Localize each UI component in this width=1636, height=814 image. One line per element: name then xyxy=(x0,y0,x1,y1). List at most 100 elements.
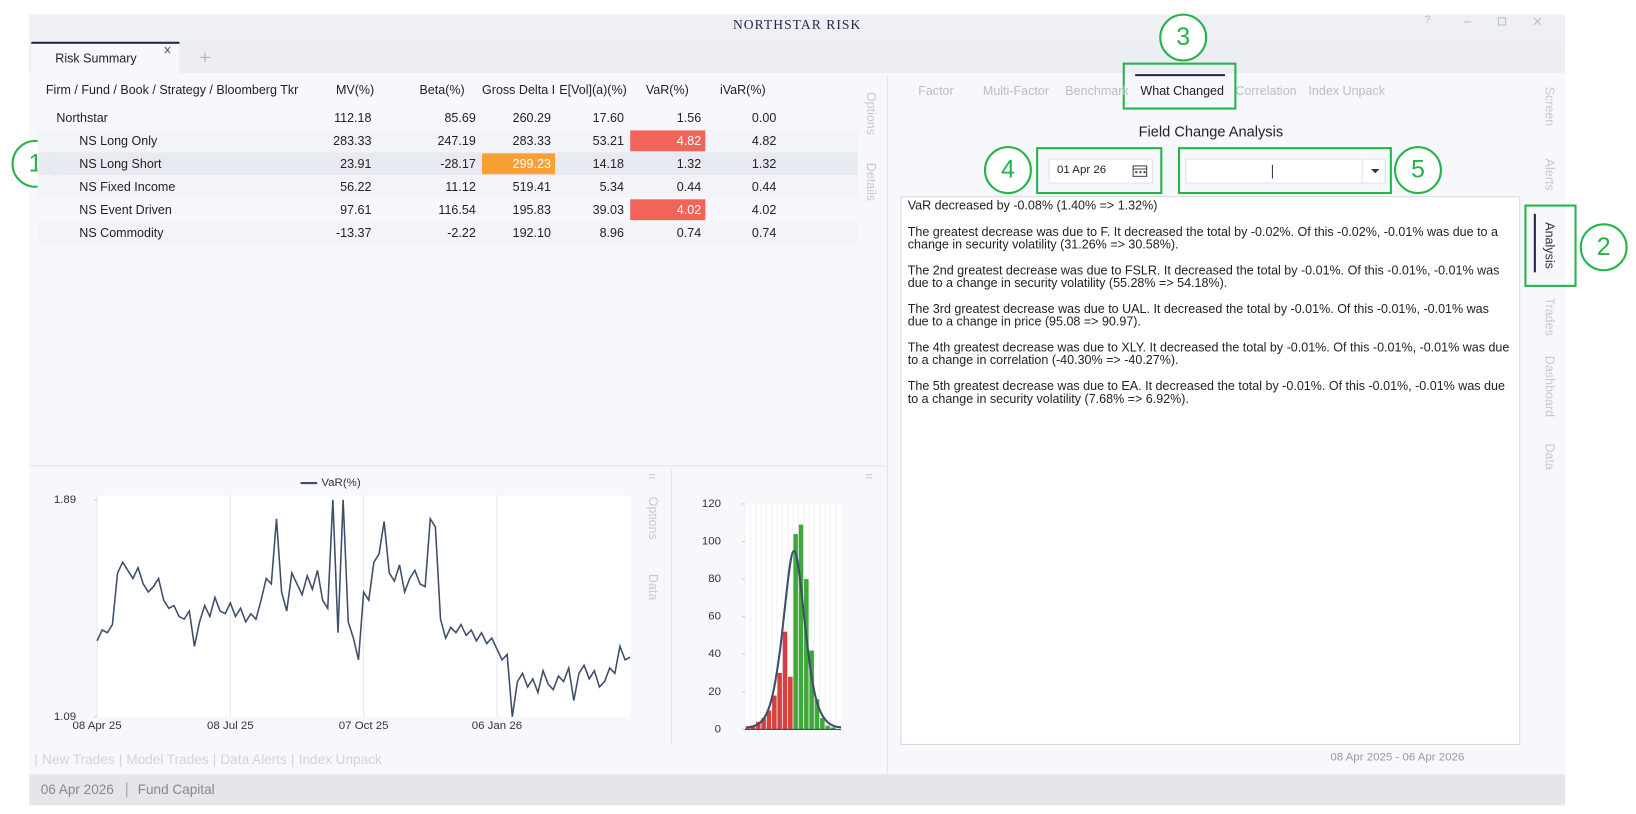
grid-row[interactable] xyxy=(37,221,858,245)
callout-box xyxy=(1122,62,1237,110)
callout-number: 5 xyxy=(1411,156,1425,184)
window-title: NORTHSTAR RISK xyxy=(732,16,862,33)
callout-number: 2 xyxy=(1597,233,1611,261)
y-tick-label: 1.09 xyxy=(54,711,76,723)
cell: 195.83 xyxy=(512,202,551,218)
divider xyxy=(670,469,672,745)
status-sep xyxy=(126,782,128,798)
bar xyxy=(745,727,750,730)
cell: 56.22 xyxy=(340,179,372,195)
callout-number: 3 xyxy=(1176,23,1190,51)
link[interactable]: Data Alerts xyxy=(220,751,287,767)
menu-icons[interactable] xyxy=(648,474,873,479)
tab-bar xyxy=(29,41,1566,74)
column-header: Beta(%) xyxy=(419,82,465,98)
cell: 14.18 xyxy=(592,156,624,172)
grid-row[interactable] xyxy=(37,175,858,199)
cell: 4.02 xyxy=(751,202,777,218)
cell: 17.60 xyxy=(592,110,624,126)
link[interactable]: Index Unpack xyxy=(298,751,382,767)
cell: 53.21 xyxy=(592,133,624,149)
paragraph: The 4th greatest decrease was due to XLY… xyxy=(907,340,1510,368)
side-tab[interactable]: Options xyxy=(863,91,879,135)
calendar-icon[interactable] xyxy=(1132,164,1149,179)
analysis-tab[interactable]: Index Unpack xyxy=(1308,83,1385,99)
date-value[interactable]: 01 Apr 26 xyxy=(1056,163,1107,177)
grid-row[interactable] xyxy=(37,106,858,130)
row-name[interactable]: Northstar xyxy=(56,110,108,126)
tab-label[interactable]: Risk Summary xyxy=(55,51,137,66)
bar xyxy=(830,727,836,730)
bar xyxy=(825,725,830,730)
cell: 112.18 xyxy=(334,110,372,126)
paragraph: The 5th greatest decrease was due to EA.… xyxy=(907,378,1505,406)
analysis-tab[interactable]: Factor xyxy=(918,83,954,99)
cell: -28.17 xyxy=(440,156,476,172)
paragraph: The greatest decrease was due to F. It d… xyxy=(907,224,1498,252)
side-tab[interactable]: Data xyxy=(1542,443,1557,470)
bar xyxy=(788,676,793,730)
side-tab[interactable]: Screen xyxy=(1542,86,1557,127)
side-tab[interactable]: Data xyxy=(645,573,661,601)
row-name[interactable]: NS Long Short xyxy=(79,156,162,172)
link[interactable]: Model Trades xyxy=(126,751,209,767)
separator: | xyxy=(34,751,38,767)
date-picker[interactable] xyxy=(1048,158,1153,184)
density-curve xyxy=(746,549,842,729)
y-tick-label: 1.89 xyxy=(54,494,76,506)
side-tab[interactable]: Alerts xyxy=(1542,158,1557,191)
callout-box xyxy=(1177,147,1392,195)
tab-add[interactable] xyxy=(200,52,210,63)
window-controls[interactable] xyxy=(1463,17,1542,26)
cell: 299.23 xyxy=(482,153,556,175)
row-name[interactable]: NS Event Driven xyxy=(79,202,172,218)
analysis-tab[interactable]: Multi-Factor xyxy=(982,83,1049,99)
cell: 116.54 xyxy=(438,202,476,218)
row-name[interactable]: NS Commodity xyxy=(79,225,164,240)
dropdown-arrow[interactable] xyxy=(1370,167,1380,175)
status-bar xyxy=(29,774,1566,806)
analysis-tab[interactable]: What Changed xyxy=(1140,83,1224,99)
legend-label: VaR(%) xyxy=(321,477,360,489)
side-tab[interactable]: Dashboard xyxy=(1542,355,1557,418)
bottom-links: | New Trades | Model Trades | Data Alerts | Ind… xyxy=(34,751,385,767)
side-tab[interactable]: Details xyxy=(863,162,879,202)
tab-close[interactable] xyxy=(164,46,171,54)
analysis-title: Field Change Analysis xyxy=(1138,123,1284,140)
analysis-tab[interactable]: Correlation xyxy=(1235,83,1297,99)
status-fund: Fund Capital xyxy=(137,781,215,798)
callout-box xyxy=(1036,147,1163,195)
paragraph: VaR decreased by -0.08% (1.40% => 1.32%) xyxy=(907,198,1158,213)
side-tab[interactable]: Analysis xyxy=(1542,222,1557,269)
bar xyxy=(820,718,825,730)
active-tab-indicator xyxy=(1135,74,1225,77)
side-tab[interactable]: Trades xyxy=(1542,297,1557,336)
cell: 0.44 xyxy=(751,179,777,195)
column-header: MV(%) xyxy=(335,82,375,98)
help-button[interactable]: ? xyxy=(1424,13,1431,27)
analysis-tab[interactable]: Benchmark xyxy=(1065,83,1129,99)
row-name[interactable]: NS Long Only xyxy=(79,133,158,149)
divider xyxy=(29,465,885,467)
status-date: 06 Apr 2026 xyxy=(40,781,114,798)
line xyxy=(96,499,631,717)
callout-number: 4 xyxy=(1001,156,1015,184)
bar xyxy=(782,631,788,730)
y-tick-label: 120 xyxy=(702,498,721,510)
cell: 1.32 xyxy=(676,156,702,172)
bar xyxy=(761,718,766,730)
cell: 1.32 xyxy=(751,156,777,172)
dropdown[interactable] xyxy=(1185,158,1386,184)
y-tick-label: 80 xyxy=(708,573,721,585)
callout-circle xyxy=(983,146,1032,195)
column-header: Gross Delta I xyxy=(482,82,556,98)
link[interactable]: New Trades xyxy=(42,751,115,767)
side-tab[interactable]: Options xyxy=(645,496,661,540)
cell: 85.69 xyxy=(444,110,476,126)
row-name[interactable]: NS Fixed Income xyxy=(79,179,176,195)
separator: | xyxy=(212,751,217,767)
grid-row[interactable] xyxy=(37,152,858,176)
tab[interactable] xyxy=(31,41,180,74)
column-header: iVaR(%) xyxy=(719,82,766,98)
